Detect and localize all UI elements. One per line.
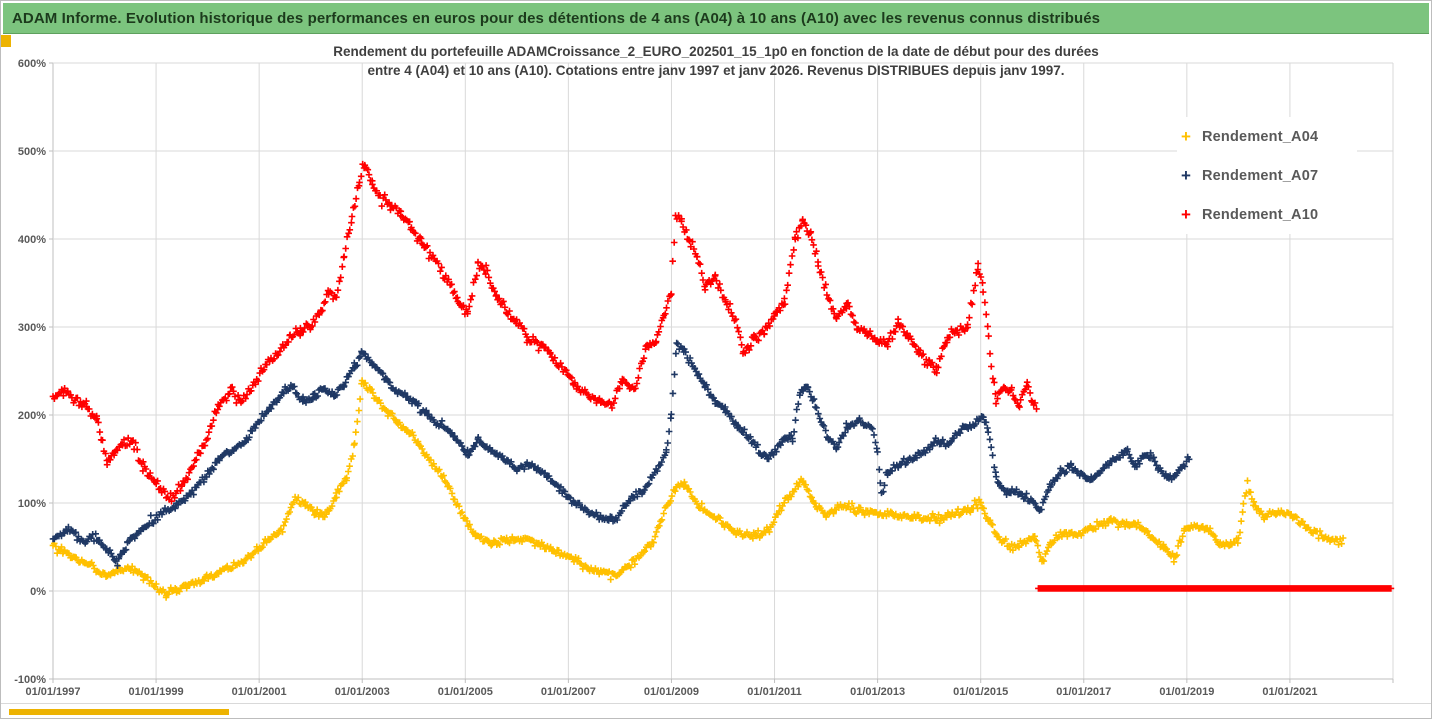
chart-legend[interactable]: + Rendement_A04 + Rendement_A07 + Rendem… — [1177, 117, 1357, 234]
y-tick-label: 0% — [30, 586, 46, 598]
gold-corner-accent — [1, 35, 11, 47]
bottom-divider — [1, 703, 1431, 704]
x-tick-label: 01/01/2021 — [1262, 686, 1317, 698]
legend-label: Rendement_A04 — [1202, 128, 1319, 145]
x-tick-label: 01/01/2013 — [850, 686, 905, 698]
series-rendement_a04-markers[interactable] — [49, 377, 1347, 601]
x-tick-label: 01/01/2019 — [1159, 686, 1214, 698]
chart-title-line1: Rendement du portefeuille ADAMCroissance… — [333, 44, 1099, 59]
legend-entry-rendement-a10[interactable]: + Rendement_A10 — [1177, 195, 1357, 234]
chart-title-line2: entre 4 (A04) et 10 ans (A10). Cotations… — [367, 63, 1065, 78]
x-tick-label: 01/01/2007 — [541, 686, 596, 698]
axis-ticks — [49, 62, 1394, 683]
plus-marker-icon: + — [1181, 165, 1191, 185]
plus-marker-icon: + — [1181, 126, 1191, 146]
y-axis-labels[interactable]: 600% 500% 400% 300% 200% 100% 0% -100% — [14, 58, 46, 686]
x-tick-label: 01/01/1997 — [25, 686, 80, 698]
x-tick-label: 01/01/2011 — [747, 686, 801, 698]
series-rendement_a07-markers[interactable] — [49, 339, 1193, 569]
legend-entry-rendement-a07[interactable]: + Rendement_A07 — [1177, 156, 1357, 195]
y-tick-label: 300% — [18, 322, 46, 334]
y-tick-label: 400% — [18, 234, 46, 246]
series-rendement_a10-markers[interactable] — [49, 160, 1395, 592]
y-tick-label: 600% — [18, 58, 46, 70]
x-tick-label: 01/01/2009 — [644, 686, 699, 698]
x-tick-label: 01/01/1999 — [129, 686, 184, 698]
x-tick-label: 01/01/2005 — [438, 686, 493, 698]
y-tick-label: 200% — [18, 410, 46, 422]
x-axis-labels[interactable]: 01/01/1997 01/01/1999 01/01/2001 01/01/2003… — [25, 686, 1317, 698]
x-tick-label: 01/01/2003 — [335, 686, 390, 698]
header-bar: ADAM Informe. Evolution historique des p… — [3, 3, 1429, 34]
legend-entry-rendement-a04[interactable]: + Rendement_A04 — [1177, 117, 1357, 156]
y-tick-label: 100% — [18, 498, 46, 510]
y-tick-label: -100% — [14, 674, 46, 686]
x-tick-label: 01/01/2017 — [1056, 686, 1111, 698]
x-tick-label: 01/01/2015 — [953, 686, 1008, 698]
plus-marker-icon: + — [1181, 204, 1191, 224]
header-title: ADAM Informe. Evolution historique des p… — [12, 9, 1101, 27]
legend-label: Rendement_A10 — [1202, 206, 1319, 223]
chart-title[interactable]: Rendement du portefeuille ADAMCroissance… — [1, 42, 1431, 80]
y-tick-label: 500% — [18, 146, 46, 158]
gold-bottom-bar — [9, 709, 229, 715]
legend-label: Rendement_A07 — [1202, 167, 1319, 184]
x-tick-label: 01/01/2001 — [232, 686, 287, 698]
